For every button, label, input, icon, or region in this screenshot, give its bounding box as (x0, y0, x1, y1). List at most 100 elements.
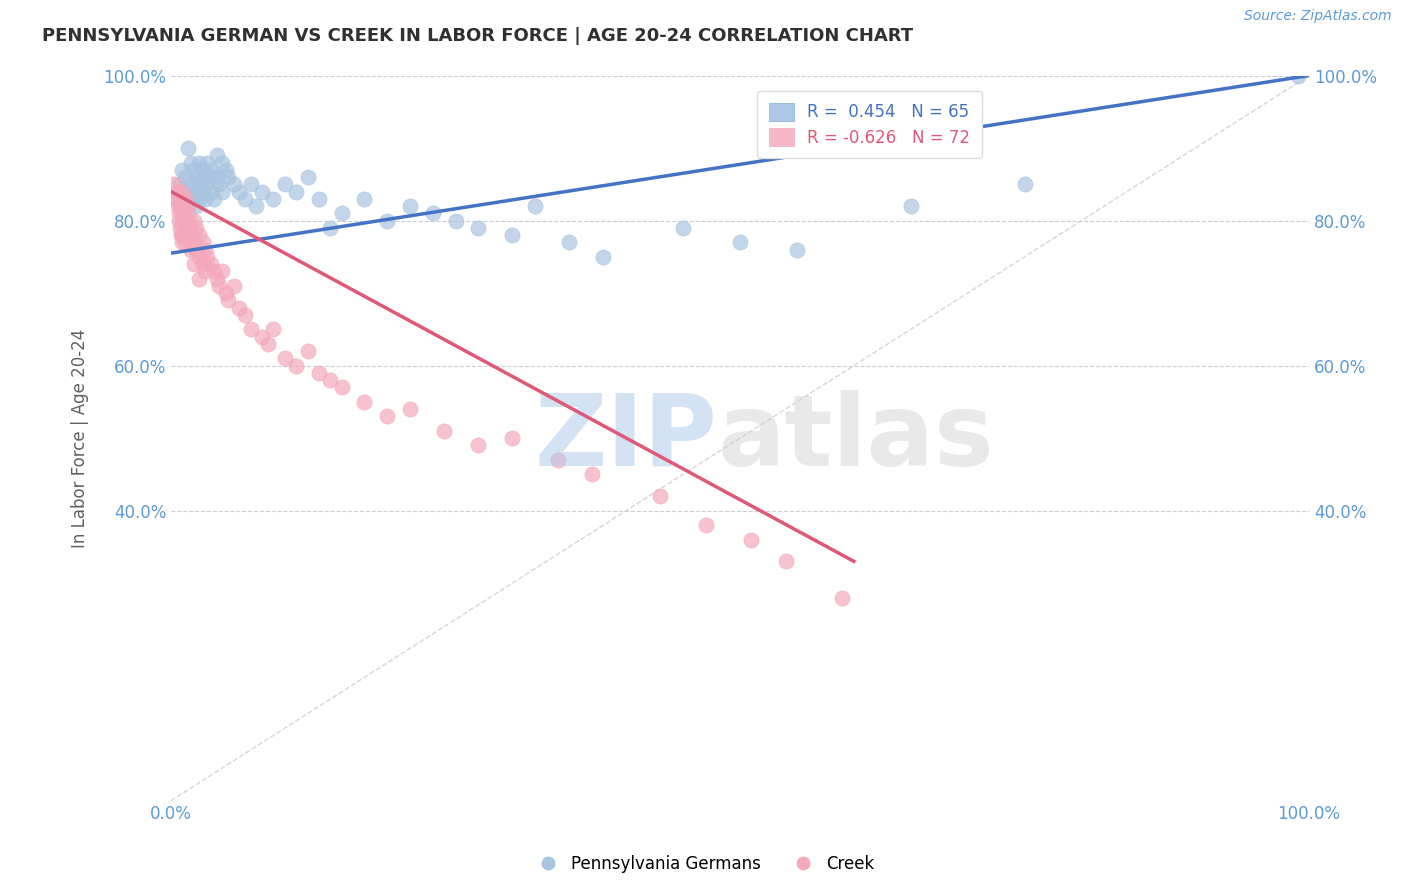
Point (501, 431, 523, 445)
Point (250, 329, 273, 343)
Point (191, 185, 214, 199)
Point (202, 169, 225, 184)
Text: Source: ZipAtlas.com: Source: ZipAtlas.com (1244, 9, 1392, 23)
Point (167, 206, 190, 220)
Point (183, 185, 205, 199)
Point (194, 243, 217, 257)
Point (172, 213, 194, 227)
Point (184, 199, 207, 213)
Point (308, 192, 330, 206)
Point (177, 185, 200, 199)
Point (467, 220, 489, 235)
Point (353, 394, 375, 409)
Point (592, 250, 614, 264)
Point (222, 278, 245, 293)
Point (256, 336, 278, 351)
Point (650, 489, 672, 503)
Point (558, 235, 581, 250)
Point (194, 192, 217, 206)
Point (191, 257, 214, 271)
Point (274, 178, 297, 192)
Point (239, 322, 262, 336)
Point (200, 162, 222, 177)
Point (217, 169, 239, 184)
Point (233, 192, 256, 206)
Point (524, 199, 547, 213)
Point (172, 227, 194, 242)
Point (179, 220, 201, 235)
Point (200, 185, 222, 199)
Point (433, 424, 456, 438)
Point (319, 373, 342, 387)
Point (228, 301, 250, 315)
Point (169, 192, 191, 206)
Point (180, 243, 202, 257)
Point (202, 192, 225, 206)
Point (250, 185, 273, 199)
Point (176, 220, 198, 235)
Point (172, 162, 194, 177)
Point (200, 257, 222, 271)
Legend: R =  0.454   N = 65, R = -0.626   N = 72: R = 0.454 N = 65, R = -0.626 N = 72 (758, 91, 981, 159)
Point (166, 192, 188, 206)
Point (205, 148, 228, 162)
Point (467, 438, 489, 452)
Point (740, 533, 762, 547)
Point (173, 192, 195, 206)
Text: PENNSYLVANIA GERMAN VS CREEK IN LABOR FORCE | AGE 20-24 CORRELATION CHART: PENNSYLVANIA GERMAN VS CREEK IN LABOR FO… (42, 27, 914, 45)
Point (188, 250, 211, 264)
Text: ZIP: ZIP (534, 390, 717, 486)
Point (167, 213, 190, 227)
Point (172, 206, 194, 220)
Point (191, 235, 214, 250)
Point (184, 243, 207, 257)
Point (239, 178, 262, 192)
Point (163, 178, 186, 192)
Point (197, 178, 219, 192)
Point (695, 518, 717, 533)
Point (217, 293, 239, 308)
Point (786, 243, 808, 257)
Point (205, 271, 228, 285)
Point (1286, 69, 1309, 83)
Point (202, 264, 225, 278)
Point (169, 220, 191, 235)
Point (188, 271, 211, 285)
Point (900, 199, 922, 213)
Point (184, 220, 207, 235)
Point (1014, 178, 1036, 192)
Point (831, 591, 853, 605)
Point (422, 206, 444, 220)
Point (166, 192, 188, 206)
Point (444, 213, 467, 227)
Point (183, 213, 205, 227)
Point (228, 185, 250, 199)
Point (177, 199, 200, 213)
Point (166, 199, 188, 213)
Point (353, 192, 375, 206)
Point (205, 169, 228, 184)
Point (775, 554, 797, 568)
Point (188, 155, 211, 169)
Point (222, 178, 245, 192)
Point (169, 178, 191, 192)
Point (194, 264, 217, 278)
Point (176, 199, 198, 213)
Point (297, 169, 319, 184)
Point (399, 199, 422, 213)
Point (173, 169, 195, 184)
Point (184, 169, 207, 184)
Point (208, 278, 231, 293)
Point (214, 286, 236, 301)
Point (375, 213, 398, 227)
Point (170, 227, 193, 242)
Point (172, 235, 194, 250)
Point (274, 351, 297, 366)
Point (672, 220, 695, 235)
Point (501, 227, 523, 242)
Point (173, 235, 195, 250)
Point (180, 178, 202, 192)
Point (177, 141, 200, 155)
Point (547, 452, 569, 467)
Point (197, 155, 219, 169)
